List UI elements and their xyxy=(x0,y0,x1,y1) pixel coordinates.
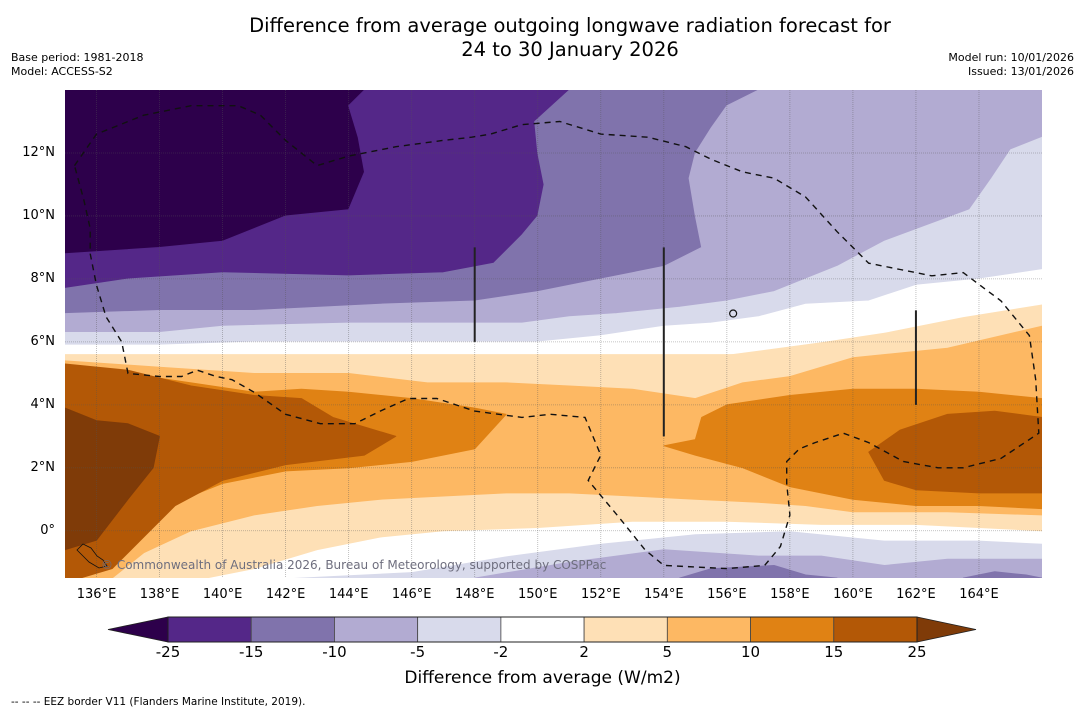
model-name: Model: ACCESS-S2 xyxy=(11,65,113,78)
longitude-tick-label: 140°E xyxy=(202,587,243,602)
contour-band xyxy=(962,571,1042,578)
contour-band xyxy=(868,410,1042,494)
longitude-tick-label: 138°E xyxy=(139,587,180,602)
longitude-tick-label: 164°E xyxy=(959,587,999,602)
colorbar-tick-label: 10 xyxy=(741,643,761,661)
latitude-tick-label: 12°N xyxy=(22,144,55,160)
colorbar-segment xyxy=(833,616,918,643)
colorbar-segment xyxy=(167,616,252,643)
title-line-2: 24 to 30 January 2026 xyxy=(461,38,679,61)
island-outline xyxy=(76,543,108,569)
title-line-1: Difference from average outgoing longwav… xyxy=(249,14,891,37)
longitude-tick-label: 144°E xyxy=(328,587,369,602)
colorbar-segment xyxy=(334,616,419,643)
longitude-tick-label: 142°E xyxy=(265,587,306,602)
eez-border-legend: -- -- -- EEZ border V11 (Flanders Marine… xyxy=(11,696,306,708)
longitude-tick-label: 160°E xyxy=(833,587,873,602)
colorbar-segment xyxy=(250,616,335,643)
eez-border-line xyxy=(73,105,1040,570)
latitude-tick-label: 6°N xyxy=(30,333,56,349)
colorbar-tick-label: -25 xyxy=(155,643,181,661)
colorbar-tick-label: 5 xyxy=(662,643,673,661)
longitude-tick-label: 150°E xyxy=(517,587,558,602)
colorbar-segment xyxy=(750,616,835,643)
colorbar-segment xyxy=(500,616,585,643)
map-panel[interactable] xyxy=(65,90,1042,578)
colorbar-frame xyxy=(167,616,918,643)
colorbar-tick-label: 2 xyxy=(579,643,589,661)
colorbar-under-arrow xyxy=(107,616,169,643)
issued-date: Issued: 13/01/2026 xyxy=(967,65,1074,78)
base-period: Base period: 1981-2018 xyxy=(11,51,144,64)
latitude-tick-label: 2°N xyxy=(30,459,56,475)
model-info: Base period: 1981-2018 Model: ACCESS-S2 xyxy=(11,51,143,79)
map-canvas[interactable] xyxy=(65,90,1042,578)
map-title: Difference from average outgoing longwav… xyxy=(0,14,1085,62)
colorbar xyxy=(107,616,977,643)
contour-band xyxy=(65,363,397,578)
colorbar-tick-label: -5 xyxy=(410,643,426,661)
latitude-tick-label: 8°N xyxy=(30,270,56,286)
longitude-tick-label: 162°E xyxy=(896,587,936,602)
longitude-tick-label: 136°E xyxy=(76,587,117,602)
longitude-tick-label: 148°E xyxy=(454,587,495,602)
latitude-tick-label: 0° xyxy=(40,522,55,538)
contour-band xyxy=(65,407,160,551)
latitude-tick-label: 10°N xyxy=(22,207,55,223)
run-info: Model run: 10/01/2026 Issued: 13/01/2026 xyxy=(948,51,1074,79)
longitude-tick-label: 146°E xyxy=(391,587,432,602)
colorbar-tick-label: 15 xyxy=(824,643,844,661)
contour-band xyxy=(65,325,1042,578)
contour-band xyxy=(474,549,1042,578)
copyright-notice: © Commonwealth of Australia 2026, Bureau… xyxy=(101,558,607,572)
island-outline xyxy=(729,309,738,318)
latitude-tick-label: 4°N xyxy=(30,396,56,412)
colorbar-tick-label: -10 xyxy=(322,643,347,661)
longitude-tick-label: 156°E xyxy=(707,587,747,602)
colorbar-over-arrow xyxy=(916,616,977,643)
longitude-tick-label: 158°E xyxy=(770,587,810,602)
colorbar-tick-label: -15 xyxy=(238,643,264,661)
contour-band xyxy=(127,505,1042,578)
model-run-date: Model run: 10/01/2026 xyxy=(948,51,1074,64)
colorbar-segment xyxy=(583,616,668,643)
colorbar-label: Difference from average (W/m2) xyxy=(404,668,681,688)
longitude-tick-label: 154°E xyxy=(644,587,684,602)
colorbar-tick-label: 25 xyxy=(907,643,927,661)
contour-band xyxy=(679,564,838,578)
colorbar-segment xyxy=(666,616,751,643)
longitude-tick-label: 152°E xyxy=(581,587,621,602)
colorbar-segment xyxy=(417,616,502,643)
colorbar-tick-label: -2 xyxy=(493,643,509,661)
